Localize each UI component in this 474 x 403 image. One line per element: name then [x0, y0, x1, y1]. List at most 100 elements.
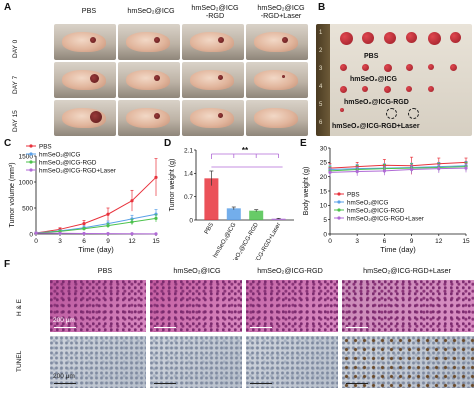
tunel-stain-image [246, 336, 338, 388]
ruler-number: 4 [319, 84, 323, 90]
excised-tumor [428, 64, 434, 70]
tumor-spot [154, 112, 160, 119]
he-stain-image [246, 280, 338, 332]
data-point [382, 169, 386, 173]
legend-marker [29, 152, 33, 156]
excised-tumor [384, 86, 391, 93]
panel-letter-a: A [4, 2, 12, 13]
data-point [154, 216, 158, 220]
tumor-spot [282, 75, 285, 79]
ruler-number: 5 [319, 102, 323, 108]
series-line [329, 167, 467, 173]
mouse-body [126, 70, 170, 90]
excised-tumor [340, 86, 347, 93]
y-tick-label: 500 [22, 205, 33, 212]
panel-letter-f: F [4, 259, 11, 270]
series-line [329, 165, 467, 170]
legend-marker [29, 160, 33, 164]
tumor-spot [218, 36, 224, 43]
excised-tumor [340, 64, 347, 71]
panel-b-label-laser: hmSeO₂@ICG-RGD+Laser [332, 123, 420, 130]
ruler [316, 24, 330, 136]
scale-bar [346, 326, 368, 328]
panel-a-row-day7: DAY 7 [12, 75, 19, 94]
mouse-photo [54, 100, 116, 136]
mouse-body [62, 70, 106, 90]
y-tick-label: 1000 [19, 179, 34, 186]
y-axis-label: Tumor weight (g) [169, 159, 176, 212]
empty-tumor-slot [408, 108, 419, 119]
mouse-photo [246, 62, 308, 98]
tumor-spot [90, 73, 99, 83]
data-point [130, 232, 134, 236]
y-tick-label: 10 [320, 203, 328, 210]
panel-letter-d: D [164, 138, 172, 149]
category-label: hmSeO₂@ICG [213, 222, 238, 259]
mouse-body [190, 70, 234, 90]
mouse-photo [182, 62, 244, 98]
mouse-photo [54, 24, 116, 60]
tumor-spot [218, 74, 223, 80]
legend-label: hmSeO₂@ICG-RGD [39, 159, 97, 166]
mouse-photo [118, 24, 180, 60]
mouse-photo [182, 100, 244, 136]
x-axis-label: Time (day) [380, 245, 416, 254]
mouse-body [254, 70, 298, 90]
excised-tumor [406, 86, 412, 92]
chart-tumor-volume: 0 500 1000 1500 0 3 6 9 12 15 Time (day) Tumor volu… [9, 143, 160, 254]
data-point [154, 175, 158, 179]
excised-tumor [406, 32, 417, 43]
legend-label: PBS [39, 143, 52, 150]
panel-f-col-laser: hmSeO₂@ICG-RGD+Laser [363, 266, 451, 275]
mouse-photo [246, 100, 308, 136]
x-tick-label: 0 [328, 238, 332, 245]
data-point [106, 212, 110, 216]
scale-bar [250, 326, 272, 328]
tumor-spot [154, 36, 160, 43]
y-axis-label: Tumor volume (mm³) [9, 162, 16, 227]
data-point [82, 231, 86, 236]
y-tick-label: 15 [320, 188, 328, 195]
excised-tumor [450, 32, 461, 43]
tumor-spot [282, 36, 288, 43]
excised-tumor [384, 64, 392, 72]
data-point [34, 231, 38, 235]
excised-tumor [362, 32, 374, 44]
bar [249, 210, 264, 220]
empty-tumor-slot [386, 108, 397, 119]
mouse-photo [118, 62, 180, 98]
excised-tumor [384, 32, 396, 44]
excised-tumor [450, 64, 457, 71]
panel-letter-c: C [4, 138, 12, 149]
scale-bar-label: 200 μm [53, 317, 75, 324]
y-tick-label: 2.1 [184, 147, 193, 154]
data-point [82, 227, 86, 231]
data-point [355, 169, 359, 174]
scale-bar [346, 382, 368, 384]
excised-tumor [362, 64, 369, 71]
tunel-stain-image [150, 336, 242, 388]
panel-f-col-icg: hmSeO₂@ICG [173, 266, 221, 275]
panel-b-label-icg: hmSeO₂@ICG [350, 76, 397, 83]
data-point [410, 167, 414, 172]
excised-tumor [428, 86, 434, 92]
mouse-photo [54, 62, 116, 98]
excised-tumor [428, 32, 441, 45]
panel-a-col-rgd: hmSeO₂@ICG -RGD [191, 3, 239, 20]
series-line [35, 232, 157, 235]
legend-marker [337, 200, 341, 204]
series-line [35, 176, 157, 234]
y-tick-label: 1.4 [184, 171, 193, 178]
legend-marker [337, 216, 341, 220]
y-tick-label: 0 [189, 217, 193, 224]
x-tick-label: 15 [152, 238, 160, 245]
scale-bar-label: 200 μm [53, 373, 75, 380]
bar [271, 218, 286, 220]
mouse-photo [246, 24, 308, 60]
tumor-spot [218, 112, 223, 118]
panel-a-row-day15: DAY 15 [12, 110, 19, 132]
legend-label: PBS [347, 191, 360, 198]
significance-annotation: ** [242, 146, 249, 155]
y-tick-label: 30 [320, 145, 328, 152]
panel-b-label-rgd: hmSeO₂@ICG-RGD [344, 99, 409, 106]
